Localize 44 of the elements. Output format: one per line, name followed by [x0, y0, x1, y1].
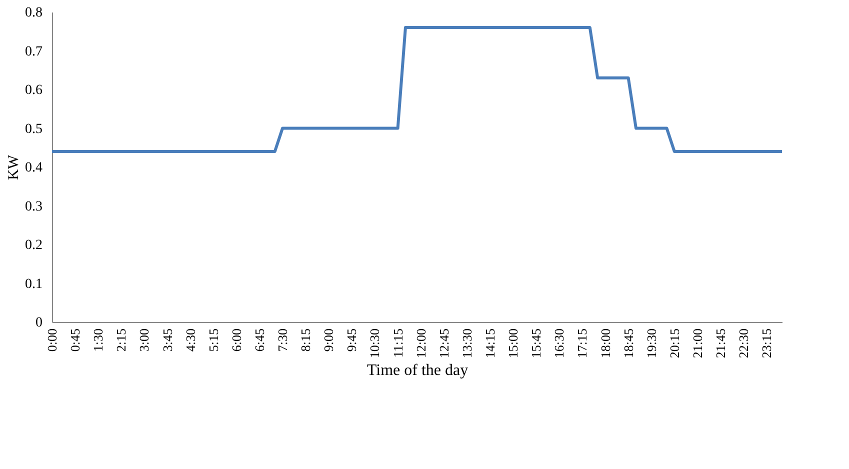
x-tick-label: 3:00 — [136, 328, 152, 352]
y-tick-label: 0.1 — [25, 276, 42, 292]
x-tick-label: 17:15 — [574, 328, 590, 358]
x-tick-label: 6:45 — [252, 328, 267, 352]
x-tick-label: 8:15 — [298, 328, 314, 352]
x-tick-label: 6:00 — [228, 328, 244, 352]
x-tick-label: 18:00 — [598, 328, 613, 358]
y-tick-label: 0.3 — [25, 199, 42, 214]
x-tick-label: 15:00 — [506, 328, 521, 358]
y-tick-label: 0.6 — [25, 83, 42, 98]
x-tick-label: 16:30 — [552, 328, 567, 358]
x-tick-label: 12:45 — [436, 328, 452, 358]
x-tick-label: 10:30 — [367, 328, 382, 358]
x-tick-label: 20:15 — [666, 328, 682, 358]
x-axis-title: Time of the day — [366, 362, 468, 380]
x-tick-label: 18:45 — [620, 328, 636, 358]
x-tick-label: 11:15 — [390, 328, 406, 358]
y-tick-label: 0.2 — [25, 238, 42, 253]
x-tick-label: 13:30 — [459, 328, 474, 358]
x-tick-label: 12:00 — [413, 328, 428, 358]
x-tick-label: 14:15 — [482, 328, 498, 358]
x-tick-label: 21:45 — [713, 328, 728, 358]
x-tick-label: 9:45 — [344, 328, 360, 352]
x-tick-label: 3:45 — [160, 328, 175, 352]
y-tick-label: 0.4 — [25, 160, 42, 176]
x-tick-label: 0:00 — [44, 328, 60, 352]
y-axis-title: KW — [6, 154, 22, 180]
x-tick-label: 9:00 — [321, 328, 336, 352]
x-tick-label: 5:15 — [206, 328, 221, 352]
y-tick-label: 0 — [36, 316, 42, 330]
x-tick-label: 0:45 — [68, 328, 83, 352]
y-tick-label: 0.7 — [25, 44, 42, 60]
x-tick-label: 4:30 — [182, 328, 198, 352]
x-tick-label: 22:30 — [736, 328, 752, 358]
x-tick-label: 1:30 — [90, 328, 106, 352]
x-tick-label: 15:45 — [528, 328, 544, 358]
x-tick-label: 7:30 — [275, 328, 290, 352]
x-tick-label: 21:00 — [690, 328, 705, 358]
x-tick-label: 2:15 — [114, 328, 129, 352]
y-tick-label: 0.8 — [25, 6, 42, 20]
y-tick-label: 0.5 — [25, 122, 42, 137]
x-tick-label: 19:30 — [644, 328, 659, 358]
x-tick-label: 23:15 — [759, 328, 774, 358]
line-series — [50, 26, 784, 153]
